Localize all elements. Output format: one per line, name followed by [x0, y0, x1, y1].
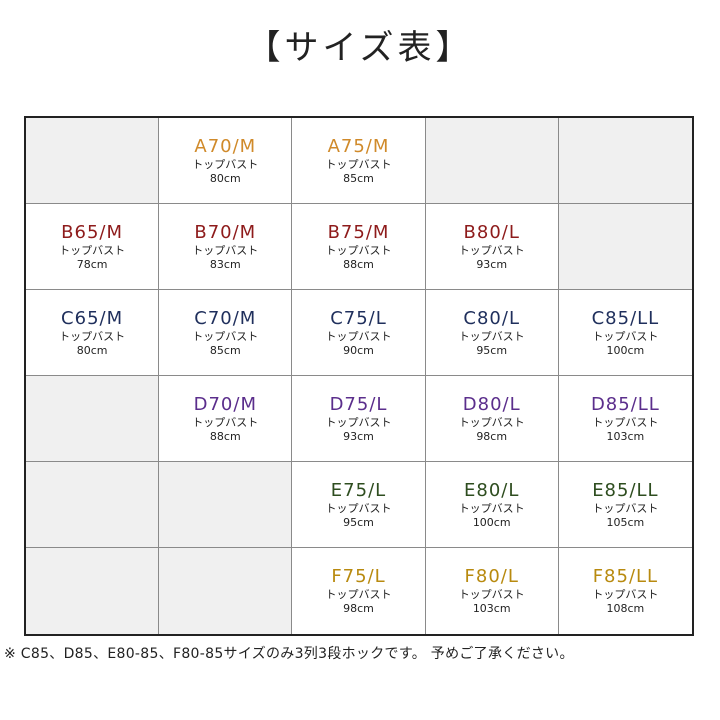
top-bust-value: 103cm: [472, 602, 511, 615]
empty-cell: [26, 376, 160, 462]
size-cell: F75/L トップバスト 98cm: [292, 548, 426, 634]
empty-cell: [558, 118, 692, 204]
top-bust-label: トップバスト: [458, 501, 525, 515]
top-bust-value: 108cm: [606, 602, 645, 615]
empty-cell: [26, 548, 160, 634]
size-code: D85/LL: [590, 393, 660, 415]
footnote: ※ C85、D85、E80-85、F80-85サイズのみ3列3段ホックです。 予…: [4, 646, 574, 662]
size-code: A70/M: [194, 135, 257, 157]
size-cell: C75/L トップバスト 90cm: [292, 290, 426, 376]
top-bust-value: 83cm: [209, 257, 241, 271]
size-cell: A70/M トップバスト 80cm: [159, 118, 293, 204]
top-bust-label: トップバスト: [325, 588, 392, 601]
top-bust-value: 105cm: [606, 515, 645, 529]
size-code: C80/L: [463, 307, 520, 329]
size-code: F80/L: [464, 566, 519, 587]
size-code: F85/LL: [592, 566, 659, 587]
size-cell: C65/M トップバスト 80cm: [26, 290, 160, 376]
size-code: C85/LL: [591, 307, 660, 329]
top-bust-label: トップバスト: [458, 588, 525, 601]
size-code: E85/LL: [592, 479, 659, 501]
size-code: D80/L: [462, 393, 521, 415]
size-cell: C85/LL トップバスト 100cm: [558, 290, 692, 376]
size-cell: E75/L トップバスト 95cm: [292, 462, 426, 548]
top-bust-value: 103cm: [606, 429, 645, 443]
top-bust-value: 100cm: [472, 515, 511, 529]
top-bust-value: 93cm: [476, 257, 508, 271]
top-bust-label: トップバスト: [192, 157, 259, 171]
top-bust-value: 80cm: [76, 343, 108, 357]
empty-cell: [159, 462, 293, 548]
empty-cell: [26, 462, 160, 548]
empty-cell: [26, 118, 160, 204]
size-cell: D80/L トップバスト 98cm: [425, 376, 559, 462]
size-code: E80/L: [464, 479, 520, 501]
top-bust-label: トップバスト: [192, 243, 259, 257]
top-bust-value: 95cm: [343, 515, 374, 529]
size-cell: E85/LL トップバスト 105cm: [558, 462, 692, 548]
top-bust-value: 98cm: [476, 429, 508, 443]
size-code: B65/M: [61, 221, 124, 243]
size-code: A75/M: [327, 135, 390, 157]
size-code: C65/M: [61, 307, 124, 329]
size-cell: C80/L トップバスト 95cm: [425, 290, 559, 376]
top-bust-label: トップバスト: [458, 329, 525, 343]
top-bust-label: トップバスト: [592, 415, 659, 429]
size-table: A70/M トップバスト 80cm A75/M トップバスト 85cm B65/M トップバス…: [24, 116, 694, 636]
top-bust-label: トップバスト: [59, 243, 126, 257]
top-bust-label: トップバスト: [458, 243, 525, 257]
size-cell: B65/M トップバスト 78cm: [26, 204, 160, 290]
top-bust-label: トップバスト: [192, 329, 259, 343]
size-cell: B75/M トップバスト 88cm: [292, 204, 426, 290]
empty-cell: [425, 118, 559, 204]
size-code: B75/M: [327, 221, 390, 243]
page-title: 【サイズ表】: [246, 28, 474, 68]
top-bust-label: トップバスト: [325, 415, 392, 429]
top-bust-label: トップバスト: [59, 329, 126, 343]
top-bust-label: トップバスト: [325, 501, 392, 515]
size-cell: C70/M トップバスト 85cm: [159, 290, 293, 376]
top-bust-value: 90cm: [343, 343, 374, 357]
top-bust-label: トップバスト: [192, 415, 259, 429]
size-cell: D85/LL トップバスト 103cm: [558, 376, 692, 462]
top-bust-label: トップバスト: [592, 588, 659, 601]
top-bust-label: トップバスト: [458, 415, 525, 429]
top-bust-label: トップバスト: [592, 501, 659, 515]
top-bust-value: 88cm: [209, 429, 241, 443]
size-cell: A75/M トップバスト 85cm: [292, 118, 426, 204]
top-bust-value: 95cm: [476, 343, 508, 357]
empty-cell: [558, 204, 692, 290]
size-code: B70/M: [194, 221, 257, 243]
size-code: C75/L: [330, 307, 387, 329]
top-bust-label: トップバスト: [592, 329, 659, 343]
size-code: D70/M: [193, 393, 257, 415]
top-bust-value: 78cm: [76, 257, 108, 271]
size-code: B80/L: [463, 221, 520, 243]
size-cell: B70/M トップバスト 83cm: [159, 204, 293, 290]
size-cell: D75/L トップバスト 93cm: [292, 376, 426, 462]
size-code: D75/L: [329, 393, 388, 415]
top-bust-value: 100cm: [606, 343, 645, 357]
size-cell: D70/M トップバスト 88cm: [159, 376, 293, 462]
size-cell: B80/L トップバスト 93cm: [425, 204, 559, 290]
size-code: C70/M: [194, 307, 257, 329]
size-cell: F85/LL トップバスト 108cm: [558, 548, 692, 634]
top-bust-value: 85cm: [343, 171, 374, 185]
top-bust-label: トップバスト: [325, 329, 392, 343]
top-bust-label: トップバスト: [325, 157, 392, 171]
top-bust-value: 88cm: [343, 257, 374, 271]
size-code: E75/L: [330, 479, 387, 501]
empty-cell: [159, 548, 293, 634]
top-bust-value: 93cm: [343, 429, 374, 443]
top-bust-label: トップバスト: [325, 243, 392, 257]
size-cell: F80/L トップバスト 103cm: [425, 548, 559, 634]
size-cell: E80/L トップバスト 100cm: [425, 462, 559, 548]
top-bust-value: 98cm: [343, 602, 374, 615]
top-bust-value: 85cm: [209, 343, 241, 357]
size-code: F75/L: [331, 566, 386, 587]
top-bust-value: 80cm: [209, 171, 241, 185]
